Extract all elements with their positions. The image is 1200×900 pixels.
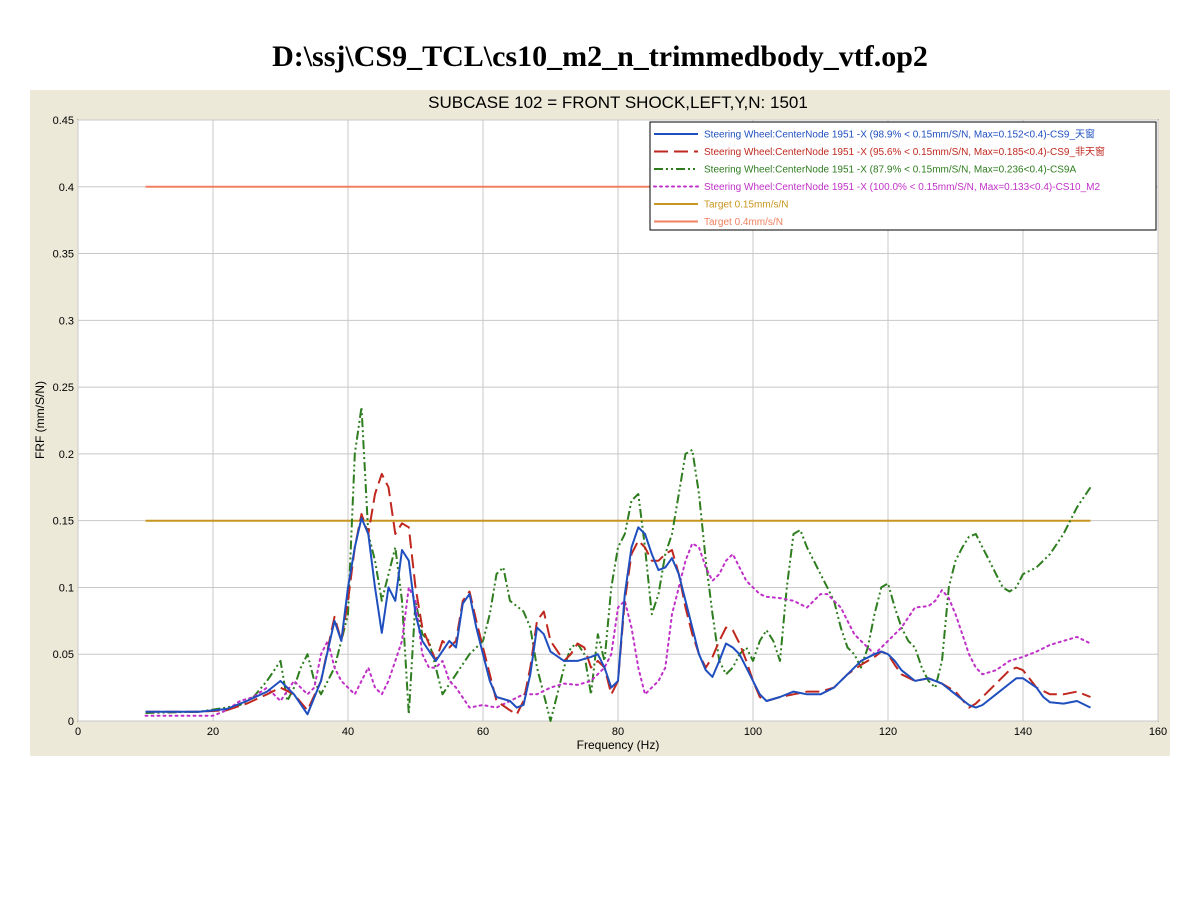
y-tick-label: 0.4	[59, 182, 74, 194]
chart-title: SUBCASE 102 = FRONT SHOCK,LEFT,Y,N: 1501	[428, 93, 808, 112]
legend-entry: Target 0.4mm/s/N	[704, 217, 783, 228]
legend-entry: Steering Wheel:CenterNode 1951 -X (100.0…	[704, 182, 1100, 193]
x-tick-label: 80	[612, 726, 624, 738]
y-tick-label: 0	[68, 716, 74, 728]
y-tick-labels: 0 0.05 0.1 0.15 0.2 0.25 0.3 0.35 0.4 0.45	[53, 115, 74, 728]
x-tick-label: 100	[744, 726, 762, 738]
legend-entry: Steering Wheel:CenterNode 1951 -X (95.6%…	[704, 145, 1105, 158]
x-tick-label: 40	[342, 726, 354, 738]
chart-panel: SUBCASE 102 = FRONT SHOCK,LEFT,Y,N: 1501…	[30, 90, 1170, 756]
x-tick-label: 160	[1149, 726, 1167, 738]
x-axis-label: Frequency (Hz)	[577, 738, 660, 752]
y-tick-label: 0.35	[53, 249, 74, 261]
series-line	[145, 517, 1091, 716]
chart-svg: SUBCASE 102 = FRONT SHOCK,LEFT,Y,N: 1501…	[33, 93, 1167, 752]
x-tick-label: 60	[477, 726, 489, 738]
x-tick-labels: 0 20 40 60 80 100 120 140 160	[75, 726, 1167, 738]
y-tick-label: 0.15	[53, 516, 74, 528]
legend: Steering Wheel:CenterNode 1951 -X (98.9%…	[649, 121, 1157, 231]
document-title: D:\ssj\CS9_TCL\cs10_m2_n_trimmedbody_vtf…	[272, 40, 928, 73]
y-tick-label: 0.3	[59, 315, 74, 327]
x-tick-label: 120	[879, 726, 897, 738]
y-tick-label: 0.1	[59, 582, 74, 594]
x-tick-label: 0	[75, 726, 81, 738]
y-axis-label: FRF (mm/S/N)	[33, 381, 47, 459]
y-tick-label: 0.45	[53, 115, 74, 127]
legend-entry: Target 0.15mm/s/N	[704, 200, 788, 211]
legend-entry: Steering Wheel:CenterNode 1951 -X (87.9%…	[704, 165, 1076, 176]
y-tick-label: 0.2	[59, 449, 74, 461]
y-tick-label: 0.05	[53, 649, 74, 661]
legend-entry: Steering Wheel:CenterNode 1951 -X (98.9%…	[704, 128, 1095, 141]
series-line	[144, 542, 1092, 717]
legend-box	[649, 121, 1157, 231]
x-tick-label: 140	[1014, 726, 1032, 738]
x-tick-label: 20	[207, 726, 219, 738]
y-tick-label: 0.25	[53, 382, 74, 394]
